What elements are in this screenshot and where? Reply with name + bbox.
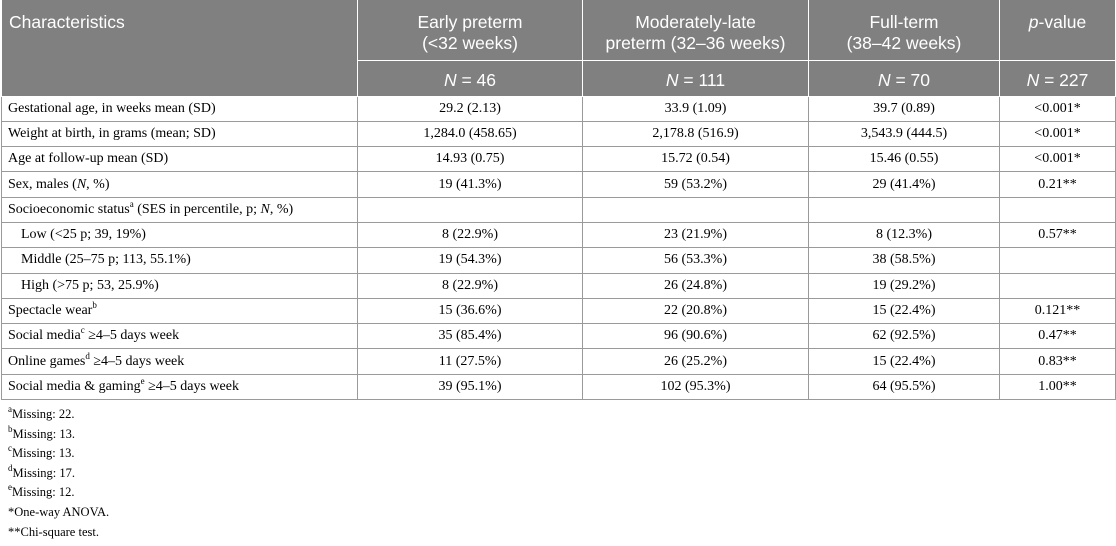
row-label: Middle (25–75 p; 113, 55.1%) [1,247,358,274]
n-early-preterm: N = 46 [357,60,583,97]
row-label: Spectacle wearb [1,297,358,325]
row-label: Social mediac ≥4–5 days week [1,323,358,350]
row-label: Low (<25 p; 39, 19%) [1,221,358,249]
footnote: dMissing: 17. [8,462,76,480]
n-total: N = 227 [999,60,1116,97]
table-row: Socioeconomic statusa (SES in percentile… [1,196,1116,223]
cell-moderate: 2,178.8 (516.9) [582,120,809,148]
header-p-value: p-value [999,0,1116,61]
cell-early: 1,284.0 (458.65) [357,120,583,148]
table-row: Social media & gaminge ≥4–5 days week 39… [1,373,1116,401]
row-label: Age at follow-up mean (SD) [1,146,358,173]
table-row: Online gamesd ≥4–5 days week 11 (27.5%) … [1,348,1116,375]
row-label: Online gamesd ≥4–5 days week [1,348,358,375]
cell-full: 19 (29.2%) [808,272,1000,299]
cell-p: 0.21** [999,171,1116,198]
row-label: Weight at birth, in grams (mean; SD) [1,120,358,148]
cell-full: 15.46 (0.55) [808,146,1000,173]
cell-moderate: 33.9 (1.09) [582,95,809,122]
cell-p: 0.121** [999,297,1116,325]
cell-early: 15 (36.6%) [357,297,583,325]
cell-full: 3,543.9 (444.5) [808,120,1000,148]
cell-early: 11 (27.5%) [357,348,583,375]
cell-early: 39 (95.1%) [357,373,583,401]
cell-p: 0.47** [999,323,1116,350]
footnote: *One-way ANOVA. [8,504,110,519]
cell-full [808,196,1000,223]
header-characteristics: Characteristics [1,0,358,97]
cell-p [999,272,1116,299]
table-row: Low (<25 p; 39, 19%) 8 (22.9%) 23 (21.9%… [1,221,1116,249]
header-early-preterm: Early preterm (<32 weeks) [357,0,583,61]
cell-moderate [582,196,809,223]
footnote: cMissing: 13. [8,443,75,461]
n-moderately-late-preterm: N = 111 [582,60,809,97]
table-row: Gestational age, in weeks mean (SD) 29.2… [1,95,1116,122]
table-row: Age at follow-up mean (SD) 14.93 (0.75) … [1,146,1116,173]
cell-early: 19 (41.3%) [357,171,583,198]
cell-moderate: 102 (95.3%) [582,373,809,401]
row-label: Gestational age, in weeks mean (SD) [1,95,358,122]
cell-moderate: 26 (25.2%) [582,348,809,375]
cell-p [999,196,1116,223]
cell-p: <0.001* [999,146,1116,173]
cell-early: 35 (85.4%) [357,323,583,350]
cell-moderate: 56 (53.3%) [582,247,809,274]
table-row: Spectacle wearb 15 (36.6%) 22 (20.8%) 15… [1,297,1116,325]
table-row: Sex, males (N, %) 19 (41.3%) 59 (53.2%) … [1,171,1116,198]
cell-early: 19 (54.3%) [357,247,583,274]
cell-moderate: 59 (53.2%) [582,171,809,198]
header-full-term: Full-term (38–42 weeks) [808,0,1000,61]
cell-early [357,196,583,223]
cell-full: 39.7 (0.89) [808,95,1000,122]
cell-p: 0.83** [999,348,1116,375]
cell-moderate: 26 (24.8%) [582,272,809,299]
table-row: High (>75 p; 53, 25.9%) 8 (22.9%) 26 (24… [1,272,1116,299]
cell-early: 14.93 (0.75) [357,146,583,173]
cell-early: 8 (22.9%) [357,221,583,249]
cell-full: 15 (22.4%) [808,348,1000,375]
characteristics-table: Characteristics Early preterm (<32 weeks)… [1,0,1116,401]
cell-p [999,247,1116,274]
table-row: Weight at birth, in grams (mean; SD) 1,2… [1,120,1116,148]
row-label: Social media & gaminge ≥4–5 days week [1,373,358,401]
cell-moderate: 96 (90.6%) [582,323,809,350]
row-label: Sex, males (N, %) [1,171,358,198]
cell-moderate: 23 (21.9%) [582,221,809,249]
cell-moderate: 15.72 (0.54) [582,146,809,173]
header-moderately-late-preterm: Moderately-late preterm (32–36 weeks) [582,0,809,61]
cell-p: <0.001* [999,95,1116,122]
cell-full: 29 (41.4%) [808,171,1000,198]
cell-p: <0.001* [999,120,1116,148]
cell-full: 15 (22.4%) [808,297,1000,325]
cell-full: 38 (58.5%) [808,247,1000,274]
cell-p: 0.57** [999,221,1116,249]
footnote: eMissing: 12. [8,482,75,500]
cell-moderate: 22 (20.8%) [582,297,809,325]
table-row: Middle (25–75 p; 113, 55.1%) 19 (54.3%) … [1,247,1116,274]
footnote: bMissing: 13. [8,423,76,441]
header-row: Characteristics Early preterm (<32 weeks)… [1,0,1116,97]
cell-full: 62 (92.5%) [808,323,1000,350]
cell-p: 1.00** [999,373,1116,401]
row-label: High (>75 p; 53, 25.9%) [1,272,358,299]
cell-full: 8 (12.3%) [808,221,1000,249]
footnote: **Chi-square test. [8,524,99,539]
table-row: Social mediac ≥4–5 days week 35 (85.4%) … [1,323,1116,350]
n-full-term: N = 70 [808,60,1000,97]
cell-early: 29.2 (2.13) [357,95,583,122]
row-label: Socioeconomic statusa (SES in percentile… [1,196,358,223]
cell-full: 64 (95.5%) [808,373,1000,401]
footnote: aMissing: 22. [8,404,75,422]
footnotes: aMissing: 22. bMissing: 13. cMissing: 13… [8,405,109,542]
cell-early: 8 (22.9%) [357,272,583,299]
